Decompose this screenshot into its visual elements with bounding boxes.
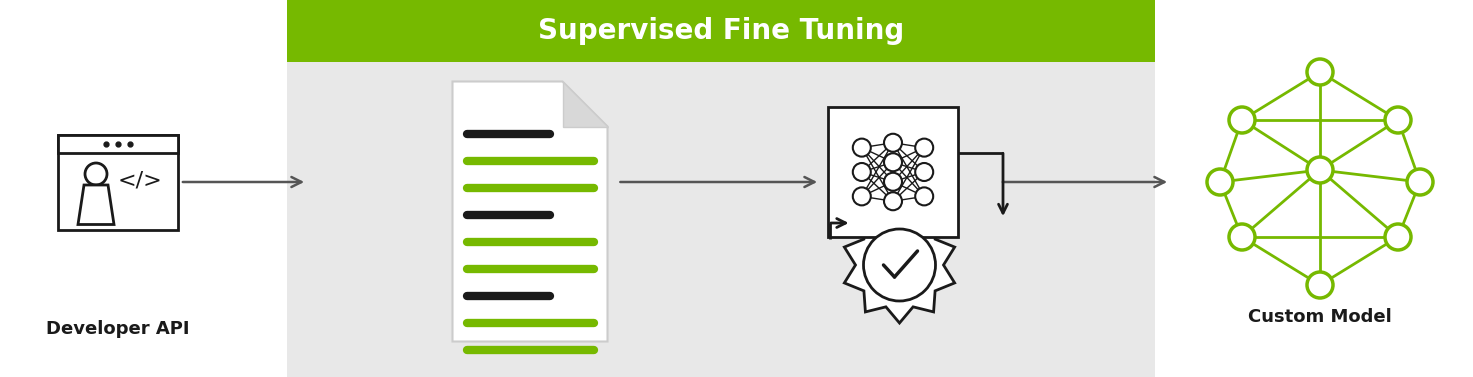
Bar [57, 135, 178, 230]
Circle shape [853, 139, 871, 156]
Circle shape [1307, 272, 1333, 298]
Text: </>: </> [118, 170, 162, 190]
Polygon shape [563, 81, 607, 127]
Circle shape [1228, 107, 1255, 133]
Circle shape [853, 187, 871, 205]
Circle shape [884, 192, 901, 210]
Text: Custom Model: Custom Model [1248, 308, 1392, 326]
Text: Developer API: Developer API [46, 320, 190, 338]
Circle shape [1407, 169, 1433, 195]
Bar [828, 107, 957, 237]
Circle shape [884, 153, 901, 171]
Circle shape [884, 134, 901, 152]
Circle shape [1307, 59, 1333, 85]
Polygon shape [78, 185, 113, 224]
Circle shape [1385, 107, 1411, 133]
Bar [287, 0, 1155, 377]
Circle shape [884, 173, 901, 191]
Polygon shape [844, 207, 955, 323]
Circle shape [1206, 169, 1233, 195]
Bar [57, 135, 178, 153]
Circle shape [853, 163, 871, 181]
Circle shape [1385, 224, 1411, 250]
Circle shape [915, 187, 934, 205]
Circle shape [915, 139, 934, 156]
Circle shape [915, 163, 934, 181]
Circle shape [85, 163, 108, 185]
Text: Supervised Fine Tuning: Supervised Fine Tuning [538, 17, 904, 45]
Circle shape [1307, 157, 1333, 183]
Circle shape [1228, 224, 1255, 250]
Circle shape [863, 229, 935, 301]
Bar [287, 0, 1155, 62]
Polygon shape [452, 81, 607, 342]
